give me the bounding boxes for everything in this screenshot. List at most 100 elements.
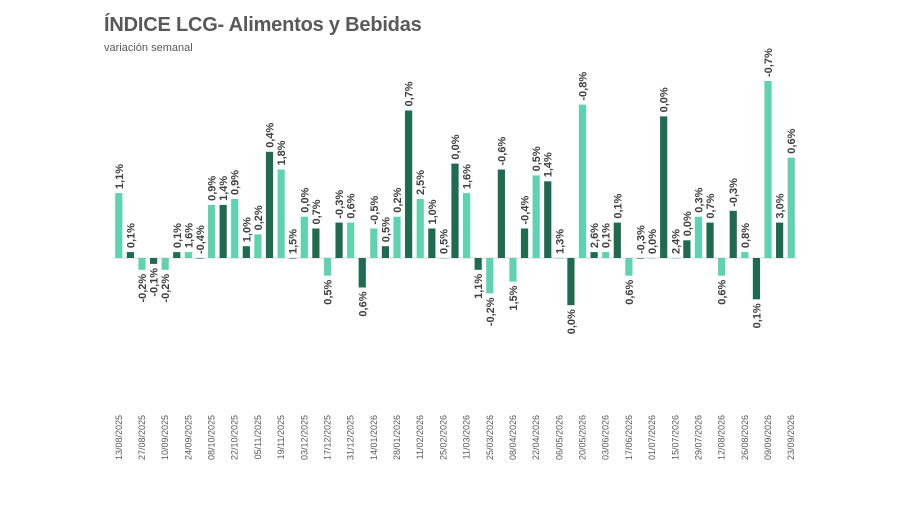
bar bbox=[428, 228, 436, 258]
data-label: 0,7% bbox=[311, 199, 323, 224]
bar bbox=[555, 258, 563, 259]
x-tick-label: 06/05/2026 bbox=[554, 415, 564, 460]
bar bbox=[115, 193, 123, 258]
x-tick-label: 19/11/2025 bbox=[276, 415, 286, 459]
x-tick-label: 17/06/2026 bbox=[624, 415, 634, 460]
data-label: 1,6% bbox=[462, 164, 474, 189]
bar bbox=[694, 216, 703, 258]
data-label: -0,3% bbox=[635, 225, 647, 254]
x-tick-label: 25/03/2026 bbox=[485, 415, 495, 460]
x-tick-label: 28/01/2026 bbox=[392, 415, 402, 460]
data-label: 0,0% bbox=[647, 229, 659, 254]
bar bbox=[764, 81, 772, 258]
bar bbox=[706, 222, 714, 258]
x-tick-label: 20/05/2026 bbox=[578, 415, 588, 460]
x-tick-label: 08/10/2025 bbox=[207, 415, 217, 460]
data-label: 0,6% bbox=[624, 279, 636, 304]
bar bbox=[439, 258, 447, 259]
bar bbox=[219, 204, 227, 258]
bar bbox=[231, 199, 239, 258]
bar bbox=[486, 258, 494, 294]
x-tick-label: 10/09/2025 bbox=[160, 415, 170, 460]
data-label: -0,7% bbox=[763, 48, 775, 77]
bar bbox=[138, 258, 146, 270]
data-label: 0,6% bbox=[357, 291, 369, 316]
bar bbox=[173, 252, 181, 258]
data-label: 0,2% bbox=[392, 187, 404, 212]
data-label: 0,9% bbox=[230, 170, 242, 195]
bar bbox=[660, 116, 668, 259]
data-label: 0,5% bbox=[380, 217, 392, 242]
data-label: 3,0% bbox=[775, 193, 787, 218]
x-tick-label: 24/09/2025 bbox=[183, 415, 193, 460]
bar bbox=[451, 163, 459, 258]
data-label: 0,3% bbox=[693, 187, 705, 212]
bar bbox=[509, 258, 517, 282]
bar bbox=[544, 181, 552, 258]
x-tick-label: 09/09/2026 bbox=[763, 415, 773, 460]
x-tick-label: 11/03/2026 bbox=[462, 415, 472, 459]
bar bbox=[312, 228, 320, 258]
x-tick-label: 26/08/2026 bbox=[740, 415, 750, 460]
bar bbox=[590, 252, 598, 258]
bar bbox=[370, 228, 378, 258]
bar bbox=[532, 175, 540, 258]
data-label: 0,1% bbox=[601, 223, 613, 248]
bar bbox=[381, 246, 390, 258]
bar bbox=[752, 258, 761, 300]
x-tick-label: 05/11/2025 bbox=[253, 415, 263, 459]
bar bbox=[636, 258, 645, 259]
data-label: 1,4% bbox=[218, 176, 230, 201]
bar bbox=[323, 258, 332, 276]
bar bbox=[613, 222, 621, 258]
data-label: 0,6% bbox=[717, 279, 729, 304]
x-tick-label: 22/10/2025 bbox=[230, 415, 240, 460]
bar bbox=[289, 258, 297, 259]
x-tick-label: 25/02/2026 bbox=[438, 415, 448, 460]
x-tick-label: 31/12/2025 bbox=[346, 415, 356, 460]
data-label: 0,0% bbox=[566, 309, 578, 334]
bar bbox=[648, 258, 656, 259]
data-label: 0,1% bbox=[751, 303, 763, 328]
bar bbox=[463, 193, 471, 258]
x-tick-label: 15/07/2026 bbox=[670, 415, 680, 460]
data-label: 1,4% bbox=[543, 152, 555, 177]
bar bbox=[242, 246, 250, 258]
bar bbox=[683, 240, 691, 258]
data-label: 1,0% bbox=[427, 199, 439, 224]
data-label: 0,1% bbox=[125, 223, 137, 248]
data-label: 1,6% bbox=[183, 223, 195, 248]
x-tick-label: 27/08/2025 bbox=[137, 415, 147, 460]
x-tick-label: 17/12/2025 bbox=[322, 415, 332, 460]
bar bbox=[358, 258, 366, 288]
data-label: 1,3% bbox=[554, 229, 566, 254]
data-label: 0,5% bbox=[531, 146, 543, 171]
bar bbox=[787, 157, 795, 258]
data-label: 0,5% bbox=[322, 279, 334, 304]
bar bbox=[416, 199, 424, 258]
data-label: -0,2% bbox=[485, 297, 497, 326]
bar bbox=[149, 258, 158, 264]
data-label: -0,1% bbox=[149, 268, 161, 297]
x-tick-label: 03/12/2025 bbox=[299, 415, 309, 460]
data-label: 1,1% bbox=[114, 164, 126, 189]
data-label: -0,3% bbox=[728, 178, 740, 207]
bar bbox=[335, 222, 343, 258]
data-label: 0,0% bbox=[659, 87, 671, 112]
bar bbox=[729, 210, 737, 258]
bar bbox=[300, 216, 308, 258]
chart-title: ÍNDICE LCG- Alimentos y Bebidas bbox=[104, 14, 422, 36]
data-label: -0,3% bbox=[334, 190, 346, 219]
bar bbox=[671, 258, 679, 259]
data-label: -0,8% bbox=[578, 72, 590, 101]
x-tick-label: 03/06/2026 bbox=[601, 415, 611, 460]
x-tick-label: 29/07/2026 bbox=[693, 415, 703, 460]
data-label: 0,6% bbox=[786, 128, 798, 153]
bar bbox=[405, 110, 413, 258]
data-label: 0,0% bbox=[450, 134, 462, 159]
bar bbox=[184, 252, 192, 258]
bar bbox=[602, 252, 610, 258]
data-label: 2,6% bbox=[589, 223, 601, 248]
data-label: 2,5% bbox=[415, 170, 427, 195]
data-label: 0,0% bbox=[682, 211, 694, 236]
